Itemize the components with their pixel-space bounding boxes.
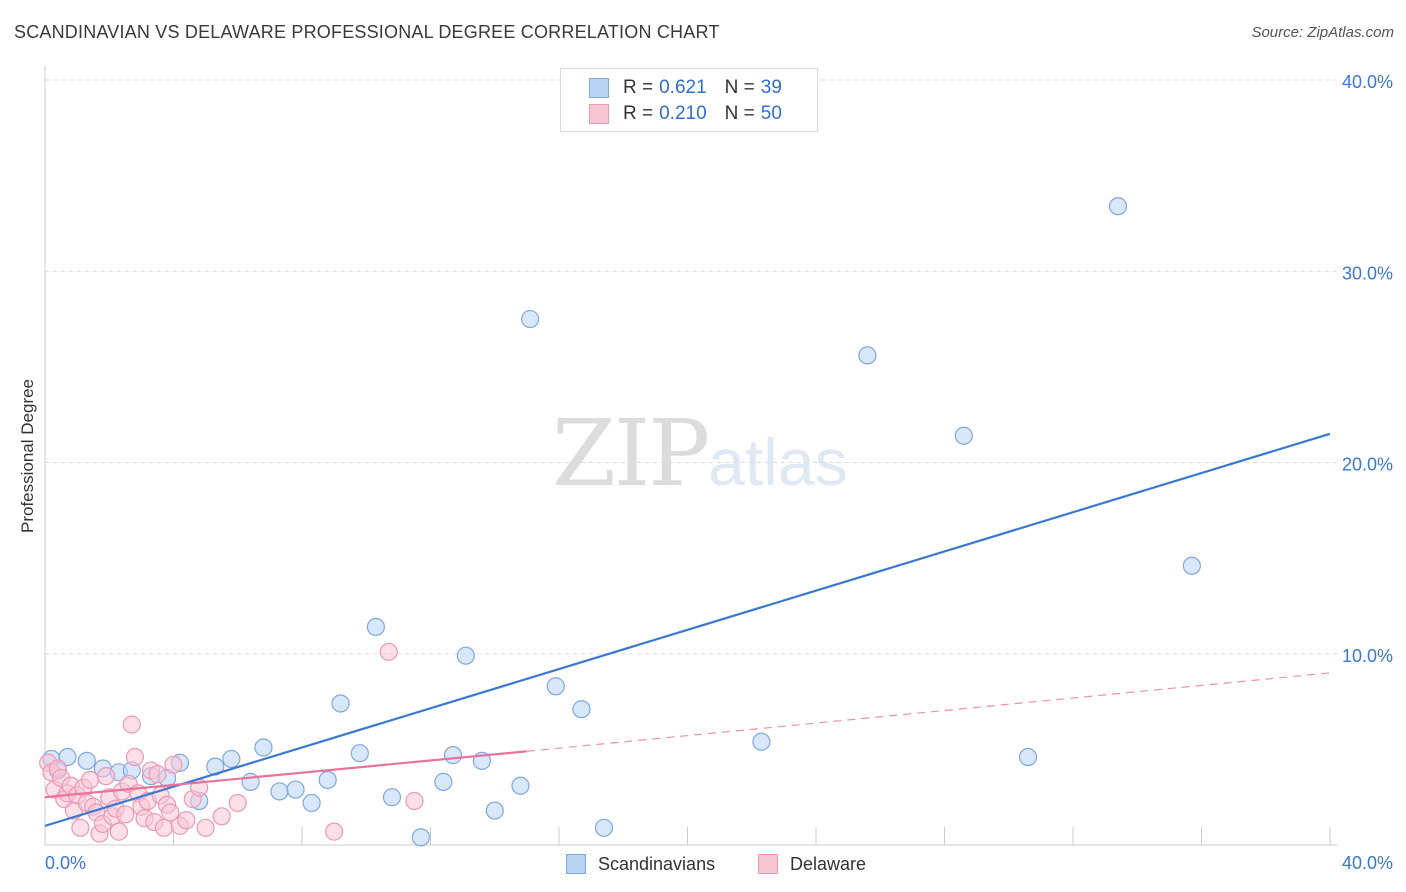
data-point-delaware: [325, 822, 344, 841]
legend-row-scandinavians: R = 0.621 N = 39: [589, 77, 782, 99]
data-point-delaware: [196, 818, 215, 837]
y-tick-label: 10.0%: [1342, 646, 1393, 666]
data-point-delaware: [109, 822, 128, 841]
data-point-scandinavians: [434, 772, 453, 791]
data-point-scandinavians: [302, 793, 321, 813]
data-point-delaware: [96, 767, 116, 786]
data-point-delaware: [154, 818, 173, 837]
y-tick-label: 20.0%: [1342, 455, 1393, 475]
y-axis-label: Professional Degree: [18, 378, 37, 534]
correlation-legend: R = 0.621 N = 39 R = 0.210 N = 50: [560, 68, 818, 132]
watermark-zip: ZIP: [552, 400, 710, 507]
data-point-scandinavians: [858, 346, 877, 365]
data-point-scandinavians: [286, 780, 305, 799]
data-point-scandinavians: [411, 828, 430, 847]
data-point-delaware: [405, 791, 424, 811]
data-point-scandinavians: [1182, 556, 1201, 575]
legend-n-label: N =: [724, 103, 755, 124]
data-point-delaware: [177, 811, 196, 830]
data-point-scandinavians: [206, 757, 225, 776]
data-point-scandinavians: [520, 309, 540, 329]
data-point-delaware: [164, 755, 183, 774]
data-point-scandinavians: [331, 694, 350, 713]
legend-r-value: 0.621: [659, 77, 707, 98]
data-point-scandinavians: [546, 677, 565, 696]
legend-r-label: R =: [623, 77, 654, 98]
data-point-scandinavians: [752, 732, 771, 751]
legend-swatch-scandinavians: [589, 78, 609, 98]
data-point-scandinavians: [222, 749, 241, 769]
data-point-scandinavians: [318, 770, 337, 790]
data-point-delaware: [148, 765, 167, 784]
legend-r-value: 0.210: [659, 103, 707, 124]
trend-line-delaware: [44, 750, 527, 799]
data-point-delaware: [125, 747, 145, 767]
data-point-scandinavians: [443, 746, 463, 765]
data-point-scandinavians: [254, 738, 273, 757]
legend-swatch-delaware: [589, 104, 609, 124]
trend-line-extension-delaware: [526, 672, 1331, 752]
x-tick-label: 0.0%: [45, 853, 86, 873]
data-point-scandinavians: [382, 788, 402, 807]
data-point-scandinavians: [456, 646, 475, 665]
data-point-scandinavians: [485, 801, 504, 820]
data-point-delaware: [71, 818, 90, 837]
data-point-delaware: [212, 807, 231, 826]
bottom-legend-swatch-delaware: [758, 854, 778, 874]
data-point-delaware: [80, 770, 100, 790]
legend-n-label: N =: [724, 77, 755, 98]
data-point-scandinavians: [594, 818, 614, 837]
source-credit: Source: ZipAtlas.com: [1251, 24, 1394, 41]
data-point-delaware: [122, 715, 141, 734]
legend-n-value: 50: [760, 103, 782, 124]
legend-n-value: 39: [760, 77, 782, 98]
data-point-scandinavians: [572, 700, 591, 719]
data-point-scandinavians: [366, 617, 385, 637]
y-tick-label: 40.0%: [1342, 72, 1393, 92]
bottom-legend-scandinavians[interactable]: Scandinavians: [566, 852, 715, 876]
data-point-scandinavians: [511, 776, 530, 795]
bottom-legend-label-delaware: Delaware: [790, 853, 867, 874]
data-point-delaware: [116, 805, 135, 824]
data-point-scandinavians: [954, 426, 973, 445]
legend-r-label: R =: [623, 103, 654, 124]
y-tick-label: 30.0%: [1342, 263, 1393, 283]
data-point-scandinavians: [1108, 197, 1128, 216]
bottom-legend-label-scandinavians: Scandinavians: [598, 853, 716, 874]
trend-line-scandinavians: [44, 432, 1331, 827]
data-point-scandinavians: [350, 744, 369, 763]
data-point-scandinavians: [1018, 747, 1038, 767]
data-point-scandinavians: [270, 782, 289, 801]
data-point-delaware: [379, 642, 398, 661]
x-tick-label: 40.0%: [1342, 853, 1393, 873]
bottom-legend-delaware[interactable]: Delaware: [758, 852, 866, 876]
data-point-scandinavians: [77, 751, 96, 770]
data-point-delaware: [161, 803, 180, 822]
bottom-legend-swatch-scandinavians: [566, 854, 586, 874]
chart-title: SCANDINAVIAN VS DELAWARE PROFESSIONAL DE…: [14, 22, 720, 42]
legend-row-delaware: R = 0.210 N = 50: [589, 103, 782, 125]
data-point-delaware: [228, 793, 247, 813]
